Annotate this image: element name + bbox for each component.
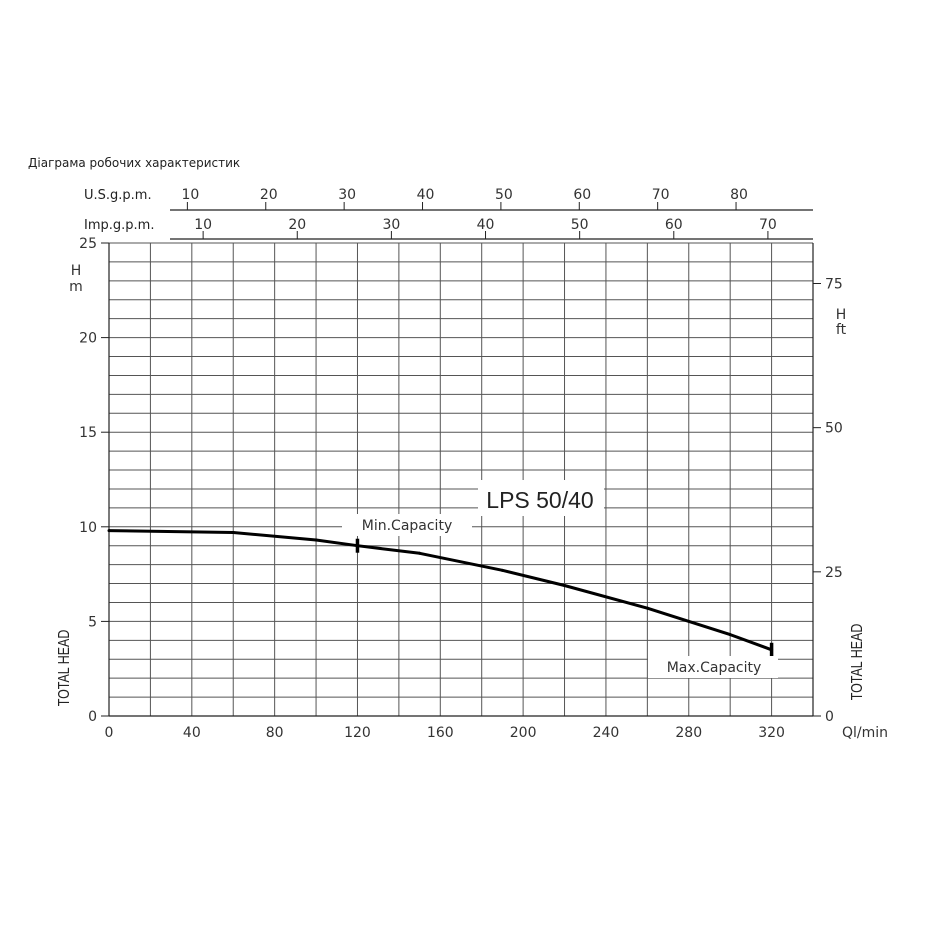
usgpm-tick-label: 10 (181, 187, 199, 203)
y2-unit-label-ft: ft (836, 322, 847, 338)
data-point (231, 530, 235, 534)
y-unit-label-h: H (71, 263, 82, 279)
impgpm-tick-label: 10 (194, 217, 212, 233)
page-title: Діаграма робочих характеристик (28, 156, 241, 170)
y-unit-label-m: m (69, 279, 83, 295)
data-point (314, 538, 318, 542)
usgpm-tick-label: 70 (652, 187, 670, 203)
usgpm-tick-label: 20 (260, 187, 278, 203)
impgpm-tick-label: 60 (665, 217, 683, 233)
y2-tick-label: 50 (825, 421, 843, 437)
y-tick-label: 25 (79, 236, 97, 252)
y-tick-label: 15 (79, 425, 97, 441)
x-tick-label: 160 (427, 725, 454, 741)
title-box (478, 480, 604, 516)
usgpm-tick-label: 30 (338, 187, 356, 203)
y2-tick-label: 25 (825, 565, 843, 581)
y-axis-title: TOTAL HEAD (56, 630, 74, 707)
min-capacity-box (342, 514, 472, 536)
y-tick-label: 10 (79, 520, 97, 536)
min-capacity-label: Min.Capacity (362, 518, 452, 534)
curve (107, 529, 774, 657)
data-point (728, 633, 732, 637)
impgpm-label: Imp.g.p.m. (84, 218, 154, 233)
x-tick-label: 280 (675, 725, 702, 741)
impgpm-tick-label: 30 (382, 217, 400, 233)
x-axis-title: Ql/min (842, 725, 888, 741)
data-point (418, 551, 422, 555)
y2-tick-label: 0 (825, 709, 834, 725)
usgpm-tick-label: 80 (730, 187, 748, 203)
x-tick-label: 120 (344, 725, 371, 741)
series-line (108, 529, 773, 652)
y-tick-label: 0 (88, 709, 97, 725)
impgpm-tick-label: 50 (571, 217, 589, 233)
x-tick-label: 240 (593, 725, 620, 741)
x-tick-label: 80 (266, 725, 284, 741)
y2-axis-title: TOTAL HEAD (849, 624, 867, 701)
usgpm-tick-label: 40 (417, 187, 435, 203)
x-tick-label: 200 (510, 725, 537, 741)
impgpm-tick-label: 20 (288, 217, 306, 233)
data-point (500, 568, 504, 572)
x-tick-label: 40 (183, 725, 201, 741)
usgpm-tick-label: 50 (495, 187, 513, 203)
grid (108, 242, 814, 717)
x-tick-label: 0 (105, 725, 114, 741)
x-tick-label: 320 (758, 725, 785, 741)
y2-unit-label-h: H (836, 307, 847, 323)
data-point (645, 606, 649, 610)
y-tick-label: 5 (88, 614, 97, 630)
usgpm-tick-label: 60 (573, 187, 591, 203)
axes: 0 40 80 120 160 200 240 280 320 0 5 10 15 20 25 0 25 50 75 (79, 236, 843, 741)
usgpm-label: U.S.g.p.m. (84, 188, 152, 203)
max-capacity-label: Max.Capacity (667, 660, 762, 676)
y2-tick-label: 75 (825, 276, 843, 292)
impgpm-tick-label: 40 (477, 217, 495, 233)
data-point (563, 583, 567, 587)
max-capacity-box (648, 656, 778, 678)
chart-title: LPS 50/40 (486, 487, 593, 513)
y-tick-label: 20 (79, 331, 97, 347)
impgpm-tick-label: 70 (759, 217, 777, 233)
data-point (107, 529, 111, 533)
